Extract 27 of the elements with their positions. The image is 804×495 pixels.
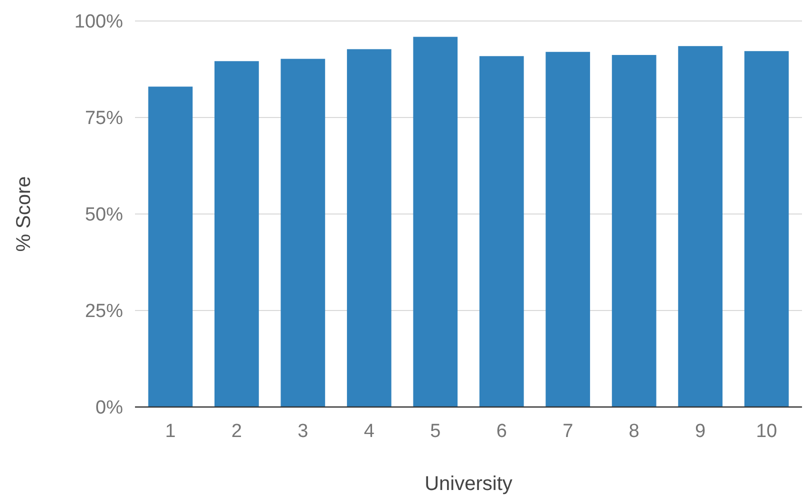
y-axis-title: % Score xyxy=(13,176,35,252)
x-tick-label: 10 xyxy=(756,421,778,442)
x-tick-label: 5 xyxy=(430,421,441,442)
bar xyxy=(678,46,723,407)
y-tick-label: 100% xyxy=(74,12,124,33)
bar xyxy=(612,54,656,407)
x-tick-label: 1 xyxy=(165,421,176,442)
y-tick-label: 0% xyxy=(96,398,124,419)
bar xyxy=(214,61,259,407)
bar xyxy=(148,86,193,407)
bar xyxy=(413,36,458,407)
x-tick-label: 6 xyxy=(496,421,507,442)
x-tick-label: 7 xyxy=(562,421,574,442)
bar xyxy=(479,56,524,407)
x-tick-label: 9 xyxy=(695,421,706,442)
y-tick-label: 50% xyxy=(84,204,124,226)
bar xyxy=(346,49,392,407)
bar xyxy=(546,52,590,407)
y-tick-label: 75% xyxy=(84,108,124,130)
bar xyxy=(280,58,326,407)
y-tick-label: 25% xyxy=(84,301,124,322)
x-axis-title: University xyxy=(424,473,512,495)
x-tick-label: 3 xyxy=(298,421,308,442)
x-tick-label: 4 xyxy=(364,421,375,442)
bar xyxy=(744,51,789,407)
x-tick-label: 2 xyxy=(231,421,242,442)
x-tick-label: 8 xyxy=(628,421,640,442)
